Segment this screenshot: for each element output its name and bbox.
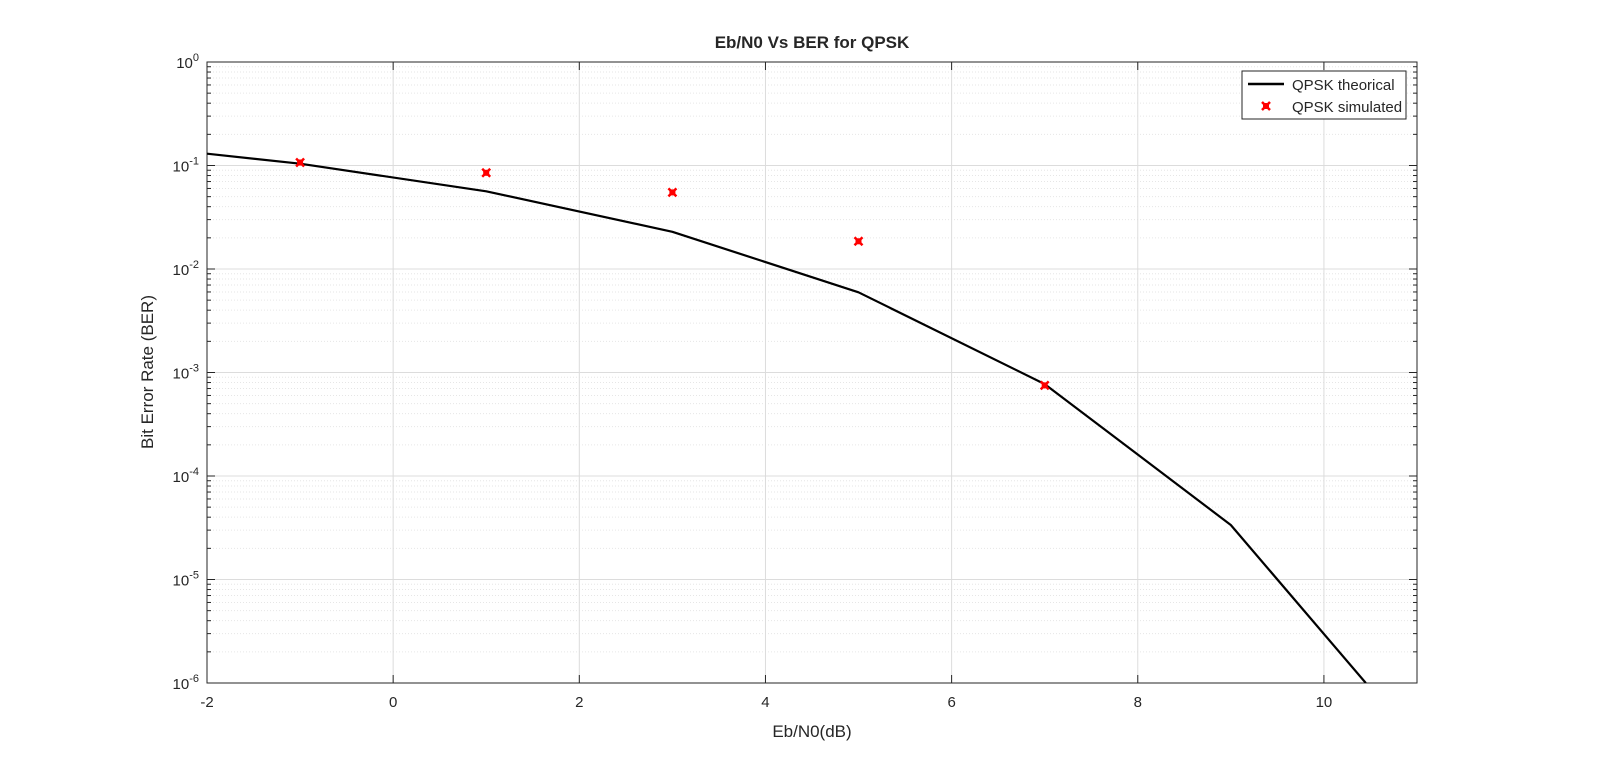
chart-title: Eb/N0 Vs BER for QPSK [715,33,910,52]
x-tick-label: -2 [200,694,213,711]
minor-grid [207,66,1417,653]
y-tick-label: 10-2 [173,259,199,279]
y-axis-label: Bit Error Rate (BER) [138,295,157,449]
y-tick-labels: 10-6 10-5 10-4 10-3 10-2 10-1 100 [173,52,199,693]
legend-marker-icon [1261,101,1271,111]
major-grid [206,61,1417,684]
x-tick-labels: -2 0 2 4 6 8 10 [200,694,1332,711]
series-layer [207,152,1367,683]
simulated-point-marker [481,167,492,178]
x-tick-label: 8 [1134,694,1142,711]
tick-marks [206,61,1417,684]
x-tick-label: 4 [761,694,769,711]
series-line-theoretical [207,152,1367,683]
legend-label-simulated: QPSK simulated [1292,99,1402,116]
y-tick-label: 10-5 [173,570,199,590]
y-tick-label: 10-3 [173,363,199,383]
simulated-point-marker [853,236,864,247]
x-tick-label: 6 [947,694,955,711]
x-tick-label: 2 [575,694,583,711]
legend-box [1241,70,1407,120]
y-tick-label: 100 [176,52,199,72]
y-tick-label: 10-6 [173,673,199,693]
simulated-point-marker [667,187,678,198]
simulated-point-marker [295,157,305,168]
simulated-point-marker [1039,380,1050,391]
y-tick-label: 10-1 [173,156,199,176]
y-tick-label: 10-4 [173,466,199,486]
x-tick-label: 0 [389,694,397,711]
x-axis-label: Eb/N0(dB) [772,722,851,741]
legend-label-theoretical: QPSK theorical [1292,77,1395,94]
x-tick-label: 10 [1316,694,1333,711]
legend: QPSK theorical QPSK simulated [1241,70,1407,120]
